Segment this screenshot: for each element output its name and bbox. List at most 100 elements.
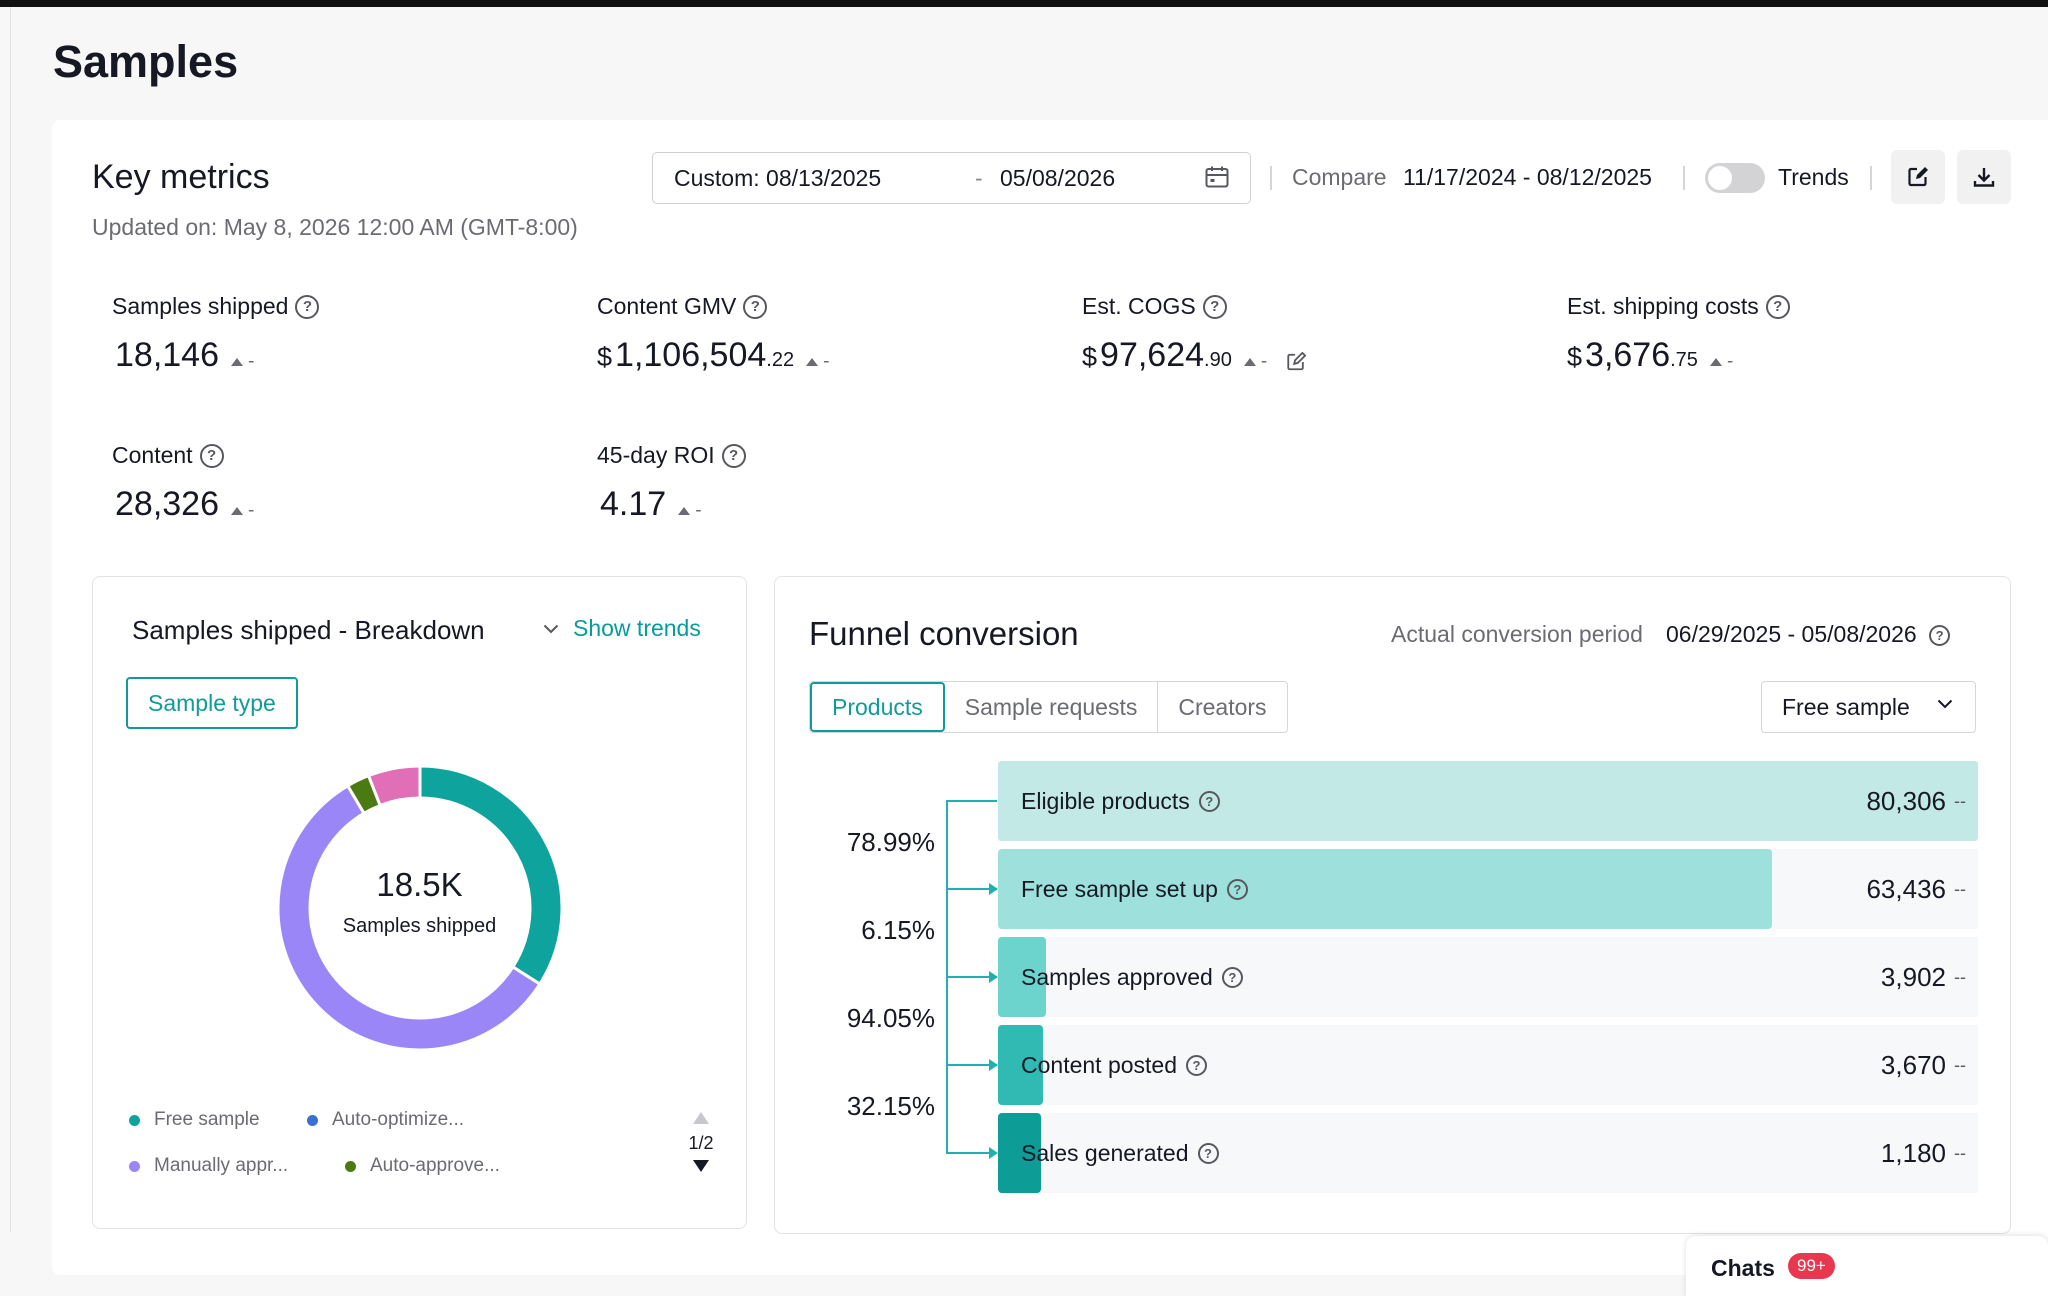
connector-line	[946, 976, 997, 1066]
help-icon[interactable]: ?	[1226, 878, 1248, 900]
conversion-period-value: 06/29/2025 - 05/08/2026	[1666, 621, 1917, 647]
funnel-stage-delta: --	[1954, 966, 1966, 987]
compare-range[interactable]: 11/17/2024 - 08/12/2025	[1403, 164, 1652, 190]
conversion-rate: 32.15%	[846, 1091, 935, 1121]
select-value: Free sample	[1782, 693, 1910, 720]
funnel-stage-value: 3,670	[1880, 1049, 1946, 1080]
updated-timestamp: Updated on: May 8, 2026 12:00 AM (GMT-8:…	[92, 214, 578, 240]
funnel-row[interactable]: Free sample set up? 63,436 --	[998, 849, 1978, 929]
calendar-icon[interactable]	[1205, 166, 1229, 188]
top-bar	[0, 0, 2048, 7]
edit-icon[interactable]	[1286, 352, 1307, 372]
metric-est-cogs: Est. COGS? $97,624.90 -	[1082, 293, 1307, 375]
pager-up-icon[interactable]	[692, 1111, 710, 1125]
legend-item[interactable]: Manually appr...	[129, 1155, 288, 1177]
donut-center-value: 18.5K	[376, 866, 463, 903]
download-button[interactable]	[1957, 150, 2011, 204]
trend-up-icon	[1243, 358, 1256, 366]
legend-label: Manually appr...	[154, 1155, 289, 1176]
legend-item[interactable]: Auto-optimize...	[307, 1109, 464, 1131]
metric-label: Est. COGS	[1082, 293, 1196, 319]
connector-line	[946, 800, 997, 890]
funnel-stage-label: Content posted	[1021, 1051, 1178, 1078]
metric-currency: $	[597, 342, 613, 372]
funnel-stage-delta: --	[1954, 790, 1966, 811]
tab-creators[interactable]: Creators	[1158, 682, 1287, 732]
help-icon[interactable]: ?	[1929, 625, 1951, 647]
metric-content: Content? 28,326 -	[112, 442, 254, 524]
key-metrics-title: Key metrics	[92, 158, 270, 196]
donut-segment[interactable]	[366, 764, 422, 808]
metric-currency: $	[1567, 342, 1583, 372]
funnel-stage-label: Free sample set up	[1021, 875, 1218, 902]
metric-currency: $	[1082, 342, 1098, 372]
help-icon[interactable]: ?	[1197, 1142, 1219, 1164]
metric-delta: -	[248, 500, 255, 521]
conversion-period: 06/29/2025 - 05/08/2026 ?	[1666, 621, 1951, 648]
help-icon[interactable]: ?	[1202, 294, 1227, 319]
help-icon[interactable]: ?	[1221, 966, 1243, 988]
funnel-tabs: Products Sample requests Creators	[809, 681, 1288, 733]
sample-type-button[interactable]: Sample type	[126, 677, 298, 729]
date-to: 05/08/2026	[1000, 164, 1116, 191]
edit-icon	[1908, 167, 1928, 187]
funnel-stage-value: 80,306	[1866, 785, 1946, 816]
help-icon[interactable]: ?	[721, 443, 746, 468]
legend-item[interactable]: Free sample	[129, 1109, 260, 1131]
funnel-bar	[998, 849, 1772, 929]
metric-45-day-roi: 45-day ROI? 4.17 -	[597, 442, 746, 524]
legend-dot	[129, 1160, 140, 1172]
funnel-stage-delta: --	[1954, 1142, 1966, 1163]
help-icon[interactable]: ?	[199, 443, 224, 468]
metric-value: 1,106,504	[615, 336, 767, 374]
legend-label: Free sample	[154, 1109, 260, 1130]
legend-dot	[345, 1160, 356, 1172]
metric-delta: -	[248, 351, 255, 372]
funnel-row[interactable]: Eligible products? 80,306 --	[998, 761, 1978, 841]
funnel-row[interactable]: Sales generated? 1,180 --	[998, 1113, 1978, 1193]
help-icon[interactable]: ?	[1765, 294, 1790, 319]
funnel-bar	[998, 937, 1046, 1017]
connector-line	[946, 1064, 997, 1154]
conversion-rate: 94.05%	[846, 1003, 935, 1033]
conversion-rate: 6.15%	[861, 915, 935, 945]
help-icon[interactable]: ?	[295, 294, 320, 319]
show-trends-label: Show trends	[573, 615, 701, 641]
legend-item[interactable]: Auto-approve...	[345, 1155, 500, 1177]
download-icon	[1973, 168, 1995, 187]
date-from: Custom: 08/13/2025	[674, 164, 882, 191]
tab-sample-requests[interactable]: Sample requests	[944, 682, 1159, 732]
trend-up-icon	[1709, 358, 1722, 366]
metric-decimals: .90	[1204, 349, 1232, 371]
legend-label: Auto-optimize...	[332, 1109, 464, 1130]
pager-down-icon[interactable]	[692, 1159, 710, 1173]
chats-label: Chats	[1711, 1255, 1775, 1281]
help-icon[interactable]: ?	[743, 294, 768, 319]
toggle-knob	[1708, 166, 1732, 190]
metric-value: 3,676	[1585, 336, 1671, 374]
help-icon[interactable]: ?	[1198, 790, 1220, 812]
donut-segment[interactable]	[276, 783, 542, 1052]
help-icon[interactable]: ?	[1186, 1054, 1208, 1076]
funnel-stage-label: Sales generated	[1021, 1139, 1189, 1166]
metric-label: Est. shipping costs	[1567, 293, 1759, 319]
tab-products[interactable]: Products	[810, 682, 945, 732]
sample-type-select[interactable]: Free sample	[1761, 681, 1976, 733]
funnel-row[interactable]: Samples approved? 3,902 --	[998, 937, 1978, 1017]
pager-indicator: 1/2	[688, 1133, 714, 1153]
show-trends-link[interactable]: Show trends	[543, 615, 701, 642]
date-separator: -	[975, 164, 983, 191]
connector-line	[946, 888, 997, 978]
funnel-stage-label: Eligible products	[1021, 787, 1190, 814]
date-range-picker[interactable]: Custom: 08/13/2025 - 05/08/2026	[652, 152, 1251, 204]
edit-button[interactable]	[1891, 150, 1945, 204]
metric-value: 97,624	[1100, 336, 1205, 374]
funnel-stage-label: Samples approved	[1021, 963, 1213, 990]
trends-toggle[interactable]	[1705, 163, 1765, 193]
chats-widget[interactable]: Chats 99+	[1686, 1236, 2048, 1296]
funnel-bar	[998, 1113, 1041, 1193]
breakdown-panel: Samples shipped - Breakdown Show trends …	[92, 576, 747, 1229]
chats-unread-badge: 99+	[1788, 1253, 1835, 1279]
funnel-row[interactable]: Content posted? 3,670 --	[998, 1025, 1978, 1105]
funnel-title: Funnel conversion	[809, 615, 1079, 652]
